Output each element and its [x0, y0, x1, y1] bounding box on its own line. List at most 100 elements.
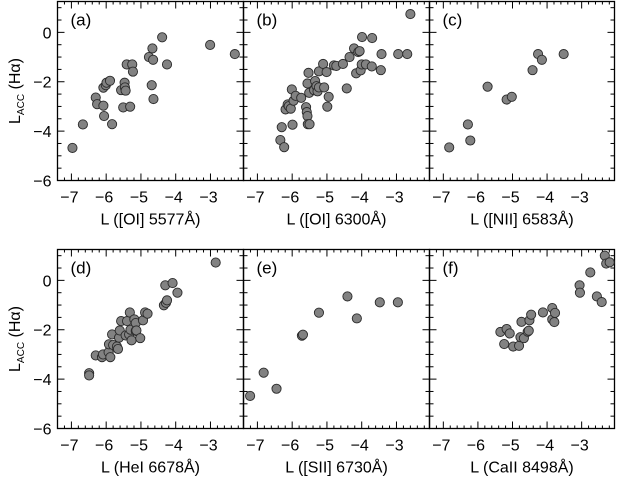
y-tick-label: −2 [33, 323, 51, 340]
data-point [549, 317, 560, 328]
data-point [596, 297, 607, 308]
x-tick-label: −7 [246, 190, 264, 207]
data-point [148, 54, 159, 65]
data-point [210, 257, 221, 268]
panel-e: −7 −6 −5 −4 −3 L ([SII] 6730Å) (e) [242, 248, 431, 477]
x-axis-title: L ([NII] 6583Å) [470, 210, 573, 229]
plot-frame [428, 248, 616, 430]
x-tick-label: −3 [385, 190, 403, 207]
x-tick-label: −6 [95, 438, 113, 455]
y-axis-title-subscript: ACC [16, 94, 27, 115]
data-point [376, 49, 387, 60]
data-point [148, 93, 159, 105]
x-tick-label: −5 [316, 438, 334, 455]
plot-frame [428, 0, 616, 182]
data-point [107, 119, 118, 130]
x-tick-label: −7 [246, 438, 264, 455]
y-tick-label: −4 [33, 372, 51, 389]
data-point [77, 119, 88, 130]
panel-label: (d) [71, 259, 92, 278]
data-point [574, 287, 585, 298]
x-tick-label: −5 [130, 190, 148, 207]
y-axis-title-main: L [7, 363, 24, 372]
data-point [354, 46, 365, 57]
data-point [304, 119, 315, 130]
data-point [351, 313, 362, 324]
data-point [482, 81, 493, 92]
panel-label: (b) [257, 11, 278, 30]
x-tick-label: −3 [571, 190, 589, 207]
x-tick-label: −7 [432, 190, 450, 207]
data-point [537, 307, 548, 318]
data-point [504, 328, 515, 339]
x-axis-title: L ([OI] 5577Å) [101, 210, 201, 229]
y-axis-title: LACC (Hα) [7, 58, 27, 124]
data-point [167, 278, 178, 289]
data-point [276, 122, 287, 133]
data-point [296, 92, 307, 103]
data-point [465, 135, 476, 146]
data-point [84, 370, 95, 381]
panel-b: −7 −6 −5 −4 −3 L ([OI] 6300Å) (b) [242, 0, 431, 229]
y-tick-label: −4 [33, 124, 51, 141]
x-tick-label: −6 [281, 190, 299, 207]
data-point [297, 329, 309, 340]
panel-c: −7 −6 −5 −4 −3 L ([NII] 6583Å) (c) [428, 0, 616, 229]
data-point [526, 309, 537, 320]
data-point [444, 142, 455, 153]
y-tick-label: −6 [33, 422, 51, 439]
data-point [323, 91, 334, 102]
data-point [366, 61, 377, 72]
data-point [104, 75, 116, 86]
data-point [558, 49, 569, 60]
y-axis-title-main: L [7, 115, 24, 124]
data-point [157, 32, 168, 43]
x-tick-label: −6 [467, 190, 485, 207]
x-axis-title: L (CaII 8498Å) [470, 458, 573, 477]
data-point [549, 307, 561, 319]
data-point [536, 54, 547, 65]
data-point [125, 101, 136, 112]
y-axis-title-subscript: ACC [16, 342, 27, 363]
data-point [523, 325, 534, 336]
x-tick-label: −6 [281, 438, 299, 455]
panel-a: −7 −6 −5 −4 −3 0 −2 −4 −6 L ([OI] 5577Å) LACC (Hα)… [7, 0, 245, 229]
data-point [402, 49, 413, 60]
y-axis-title-rest: (Hα) [7, 306, 24, 342]
data-point [146, 80, 157, 91]
data-point [120, 85, 131, 96]
x-tick-label: −7 [60, 438, 78, 455]
panel-label: (a) [71, 11, 92, 30]
data-point [205, 39, 216, 51]
y-axis-title-rest: (Hα) [7, 58, 24, 94]
data-point [375, 65, 386, 76]
x-tick-label: −6 [95, 190, 113, 207]
data-point [99, 111, 110, 122]
x-tick-label: −4 [165, 438, 183, 455]
data-point [127, 66, 138, 77]
data-point [527, 65, 538, 76]
data-point [161, 295, 173, 306]
data-point [124, 307, 135, 318]
x-tick-label: −3 [199, 438, 217, 455]
y-tick-label: −6 [33, 174, 51, 191]
x-axis-title: L ([SII] 6730Å) [285, 458, 388, 477]
x-tick-label: −5 [501, 190, 519, 207]
data-point [341, 83, 352, 94]
data-point [462, 119, 473, 130]
y-tick-label: −2 [33, 75, 51, 92]
data-point [337, 58, 348, 70]
data-point [342, 291, 353, 302]
data-point [126, 335, 137, 346]
data-point [319, 82, 330, 93]
data-point [322, 101, 333, 112]
panel-label: (c) [443, 11, 463, 30]
panel-label: (e) [257, 259, 278, 278]
x-axis-title: L (HeI 6678Å) [101, 458, 200, 477]
data-point [313, 307, 324, 318]
data-point [271, 383, 282, 394]
x-tick-label: −4 [165, 190, 183, 207]
y-tick-label: 0 [43, 273, 52, 290]
data-point [367, 32, 378, 44]
